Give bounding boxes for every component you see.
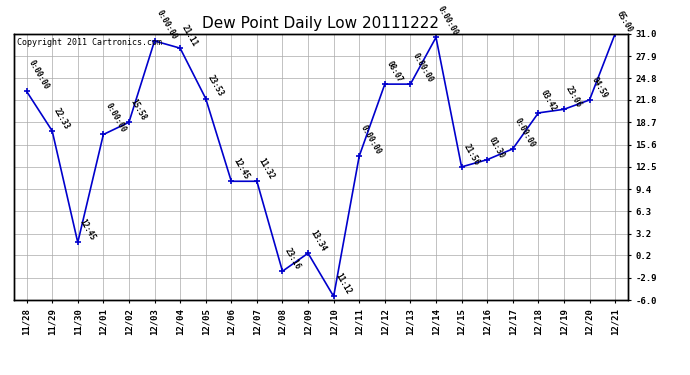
Title: Dew Point Daily Low 20111222: Dew Point Daily Low 20111222 (202, 16, 440, 31)
Text: 13:34: 13:34 (308, 229, 328, 253)
Text: 0:00:00: 0:00:00 (436, 5, 460, 38)
Text: 04:59: 04:59 (589, 75, 609, 100)
Text: 22:33: 22:33 (52, 106, 72, 131)
Text: 03:42: 03:42 (538, 88, 558, 113)
Text: Copyright 2011 Cartronics.com: Copyright 2011 Cartronics.com (17, 38, 162, 47)
Text: 23:06: 23:06 (564, 85, 583, 109)
Text: 01:30: 01:30 (487, 135, 506, 160)
Text: 0:00:00: 0:00:00 (513, 116, 537, 149)
Text: 65:00: 65:00 (615, 9, 635, 34)
Text: 23:16: 23:16 (282, 247, 302, 271)
Text: 12:45: 12:45 (231, 157, 250, 181)
Text: 08:07: 08:07 (385, 60, 404, 84)
Text: 0:00:00: 0:00:00 (104, 102, 128, 135)
Text: 11:12: 11:12 (334, 272, 353, 296)
Text: 0:00:00: 0:00:00 (411, 52, 435, 84)
Text: 21:56: 21:56 (462, 142, 481, 167)
Text: 12:45: 12:45 (78, 218, 97, 242)
Text: 21:11: 21:11 (180, 24, 199, 48)
Text: 0:00:00: 0:00:00 (27, 59, 50, 92)
Text: 11:32: 11:32 (257, 157, 276, 181)
Text: 0:00:00: 0:00:00 (359, 123, 383, 156)
Text: 15:58: 15:58 (129, 98, 148, 122)
Text: 0:00:00: 0:00:00 (155, 8, 179, 41)
Text: 23:53: 23:53 (206, 74, 225, 99)
